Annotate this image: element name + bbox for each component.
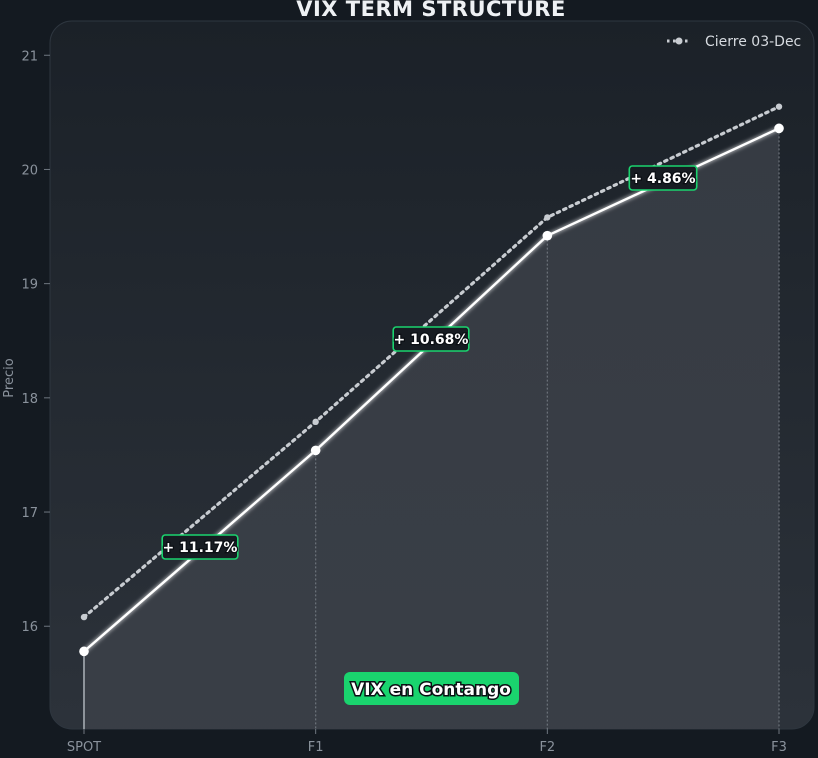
previous-point — [312, 418, 319, 426]
x-tick-label: SPOT — [67, 740, 101, 755]
percent-change-label: + 11.17% — [163, 540, 238, 556]
current-point — [542, 230, 553, 241]
chart-title: VIX TERM STRUCTURE — [296, 0, 566, 21]
previous-point — [80, 613, 88, 621]
current-area-fill — [84, 128, 779, 730]
x-tick-label: F3 — [771, 740, 787, 755]
current-point — [79, 646, 89, 657]
percent-change-label: + 4.86% — [630, 171, 695, 187]
x-axis-ticks: SPOT F1 F2 F3 — [67, 729, 787, 755]
percent-change-label: + 10.68% — [394, 332, 469, 348]
drop-lines-layer — [83, 128, 780, 729]
area-fill-layer — [84, 128, 779, 730]
percent-change-labels: + 11.17% + 10.68% + 4.86% — [161, 165, 698, 560]
legend-marker — [675, 37, 683, 45]
percent-change-badge — [392, 326, 470, 352]
status-badge-label: VIX en Contango — [351, 680, 511, 700]
current-point — [774, 123, 784, 134]
status-badge-bg — [344, 672, 519, 705]
y-axis-title: Precio — [2, 358, 17, 397]
previous-close-series — [80, 103, 783, 621]
previous-point — [544, 214, 551, 221]
y-tick-label: 19 — [21, 278, 38, 293]
x-tick-label: F2 — [539, 740, 555, 755]
legend-label: Cierre 03-Dec — [705, 34, 801, 50]
x-tick-label: F1 — [308, 740, 324, 755]
y-tick-label: 18 — [21, 392, 38, 407]
percent-change-badge — [161, 534, 239, 560]
status-badge: VIX en Contango — [344, 672, 519, 705]
current-point — [310, 445, 321, 456]
y-tick-label: 17 — [21, 506, 38, 521]
y-tick-label: 21 — [21, 49, 38, 64]
percent-change-badge — [628, 165, 698, 191]
y-tick-label: 16 — [21, 620, 38, 635]
previous-series-line — [82, 105, 781, 619]
y-tick-label: 20 — [21, 163, 38, 178]
previous-point — [775, 103, 783, 110]
legend: Cierre 03-Dec — [667, 34, 801, 50]
y-axis-ticks: 16 17 18 19 20 21 — [21, 49, 50, 635]
